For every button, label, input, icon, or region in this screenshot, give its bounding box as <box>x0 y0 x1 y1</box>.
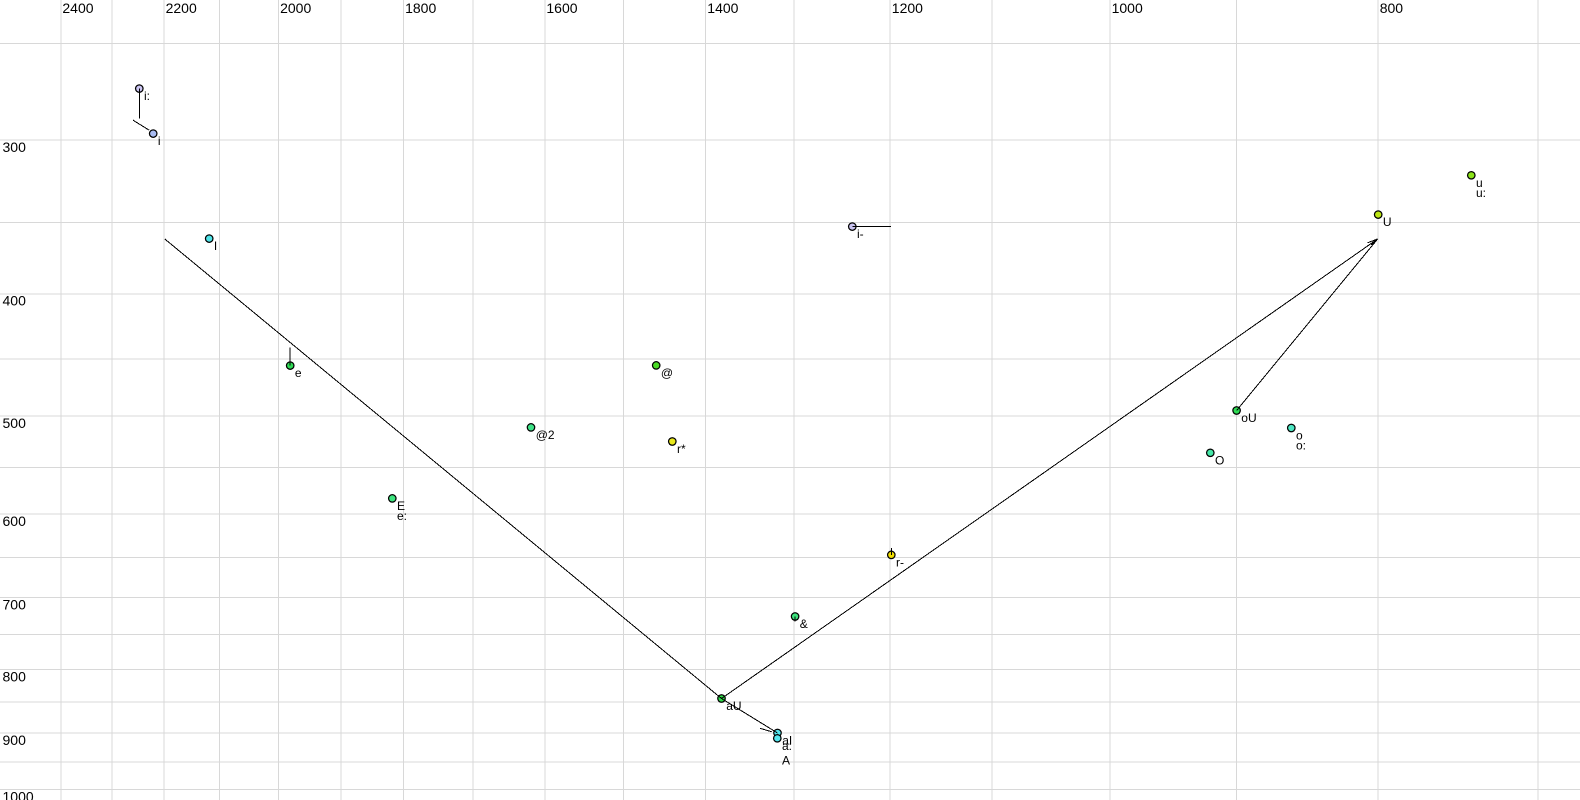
svg-text:1600: 1600 <box>546 0 577 16</box>
svg-text:e: e <box>295 366 302 380</box>
svg-text:&: & <box>800 617 808 631</box>
svg-text:1000: 1000 <box>3 788 34 800</box>
svg-text:700: 700 <box>3 596 27 612</box>
svg-text:900: 900 <box>3 732 27 748</box>
svg-text:400: 400 <box>3 293 27 309</box>
svg-text:1200: 1200 <box>892 0 923 16</box>
svg-text:i:: i: <box>144 89 150 103</box>
svg-text:500: 500 <box>3 415 27 431</box>
svg-text:o: o <box>1296 429 1303 443</box>
svg-text:I: I <box>214 239 217 253</box>
svg-text:300: 300 <box>3 139 27 155</box>
svg-text:i: i <box>158 134 161 148</box>
svg-text:@2: @2 <box>536 428 555 442</box>
svg-text:800: 800 <box>1380 0 1404 16</box>
svg-text:2400: 2400 <box>62 0 93 16</box>
svg-text:U: U <box>1383 215 1392 229</box>
svg-text:@: @ <box>661 366 673 380</box>
svg-text:o:: o: <box>1296 439 1306 453</box>
svg-text:e:: e: <box>397 509 407 523</box>
svg-text:r*: r* <box>677 442 686 456</box>
svg-text:oU: oU <box>1241 411 1256 425</box>
svg-text:A: A <box>782 754 790 768</box>
svg-text:800: 800 <box>3 668 27 684</box>
svg-text:a:: a: <box>782 739 792 753</box>
svg-text:u:: u: <box>1476 186 1486 200</box>
svg-text:1400: 1400 <box>707 0 738 16</box>
svg-text:1000: 1000 <box>1112 0 1143 16</box>
svg-text:E: E <box>397 499 405 513</box>
svg-text:i-: i- <box>857 227 864 241</box>
svg-text:600: 600 <box>3 513 27 529</box>
svg-text:r-: r- <box>896 555 904 569</box>
svg-text:1800: 1800 <box>405 0 436 16</box>
svg-text:aI: aI <box>782 734 792 748</box>
svg-text:2000: 2000 <box>280 0 311 16</box>
svg-text:O: O <box>1215 453 1224 467</box>
svg-text:aU: aU <box>726 699 741 713</box>
svg-text:2200: 2200 <box>166 0 197 16</box>
svg-text:u: u <box>1476 176 1483 190</box>
